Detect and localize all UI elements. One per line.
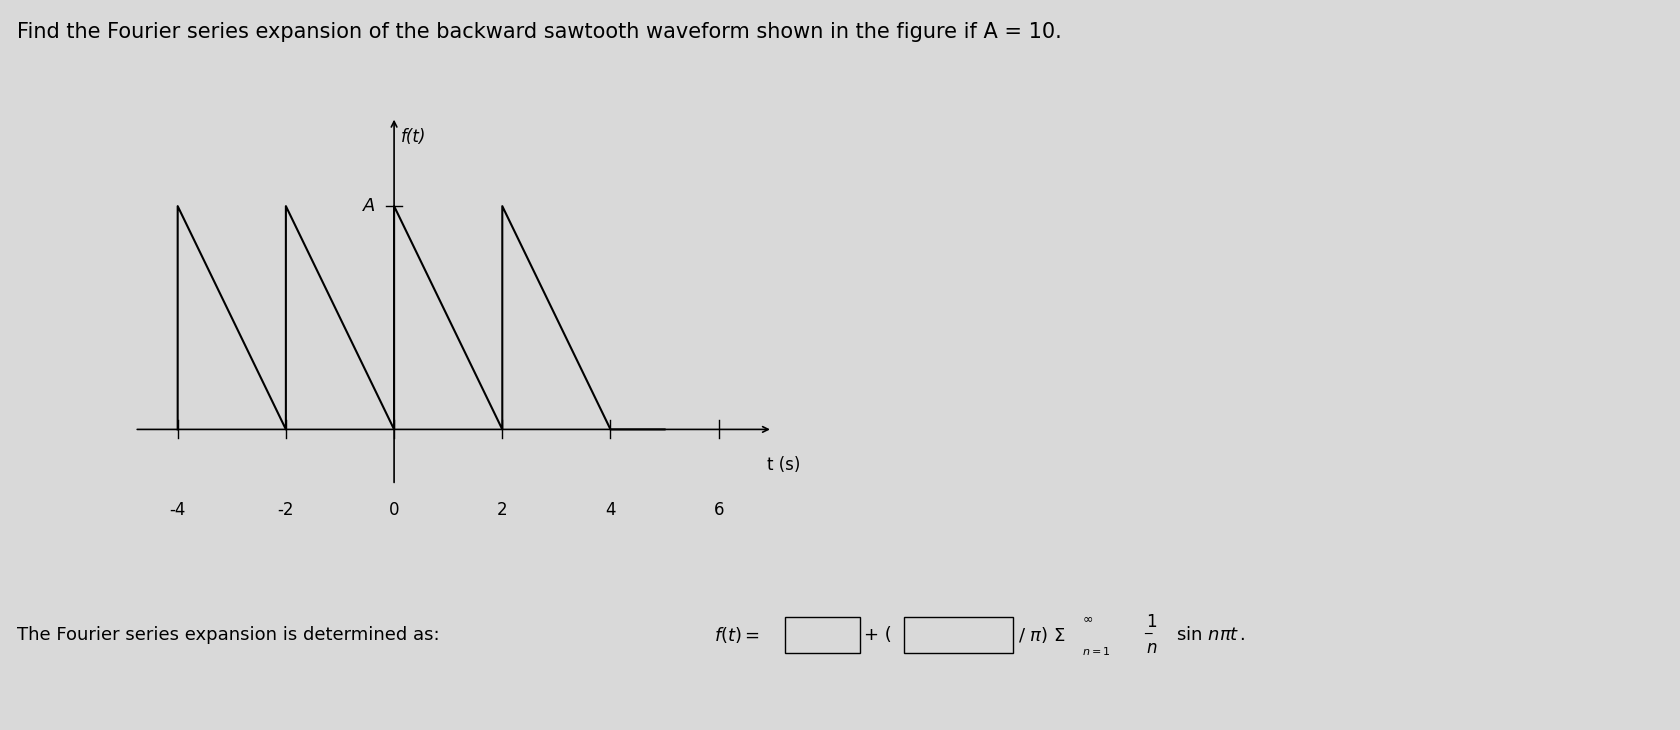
Text: + (: + (	[864, 626, 892, 644]
Text: $f(t)=$: $f(t)=$	[714, 625, 759, 645]
Text: f(t): f(t)	[400, 128, 427, 146]
Text: A: A	[363, 197, 375, 215]
Text: ─: ─	[1144, 628, 1151, 641]
Text: $n$: $n$	[1146, 639, 1158, 657]
Text: $1$: $1$	[1146, 613, 1158, 631]
Text: The Fourier series expansion is determined as:: The Fourier series expansion is determin…	[17, 626, 450, 644]
Text: $\infty$: $\infty$	[1082, 612, 1094, 626]
Text: $\sin\, n\pi t\,.$: $\sin\, n\pi t\,.$	[1176, 626, 1245, 644]
Text: t (s): t (s)	[768, 456, 801, 474]
Text: Find the Fourier series expansion of the backward sawtooth waveform shown in the: Find the Fourier series expansion of the…	[17, 22, 1062, 42]
Text: $n = 1$: $n = 1$	[1082, 645, 1110, 657]
Text: / $\pi$) $\Sigma$: / $\pi$) $\Sigma$	[1018, 625, 1065, 645]
